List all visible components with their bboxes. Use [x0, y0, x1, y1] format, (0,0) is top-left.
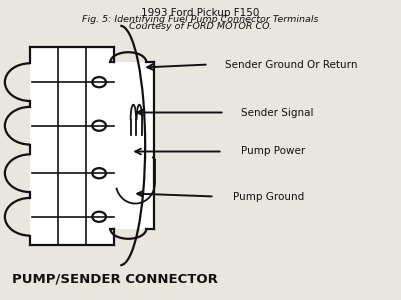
- Circle shape: [92, 121, 106, 131]
- Circle shape: [92, 77, 106, 87]
- Text: Fig. 5: Identifying Fuel Pump Connector Terminals: Fig. 5: Identifying Fuel Pump Connector …: [82, 15, 319, 24]
- Bar: [30, 46, 114, 244]
- Text: Sender Signal: Sender Signal: [241, 107, 313, 118]
- Text: Sender Ground Or Return: Sender Ground Or Return: [225, 59, 357, 70]
- Text: Pump Ground: Pump Ground: [233, 191, 304, 202]
- Text: Courtesy of FORD MOTOR CO.: Courtesy of FORD MOTOR CO.: [129, 22, 272, 31]
- Bar: [114, 62, 154, 229]
- Text: PUMP/SENDER CONNECTOR: PUMP/SENDER CONNECTOR: [12, 273, 218, 286]
- Circle shape: [92, 212, 106, 222]
- Text: Pump Power: Pump Power: [241, 146, 305, 157]
- Text: 1993 Ford Pickup F150: 1993 Ford Pickup F150: [141, 8, 260, 17]
- Circle shape: [92, 168, 106, 178]
